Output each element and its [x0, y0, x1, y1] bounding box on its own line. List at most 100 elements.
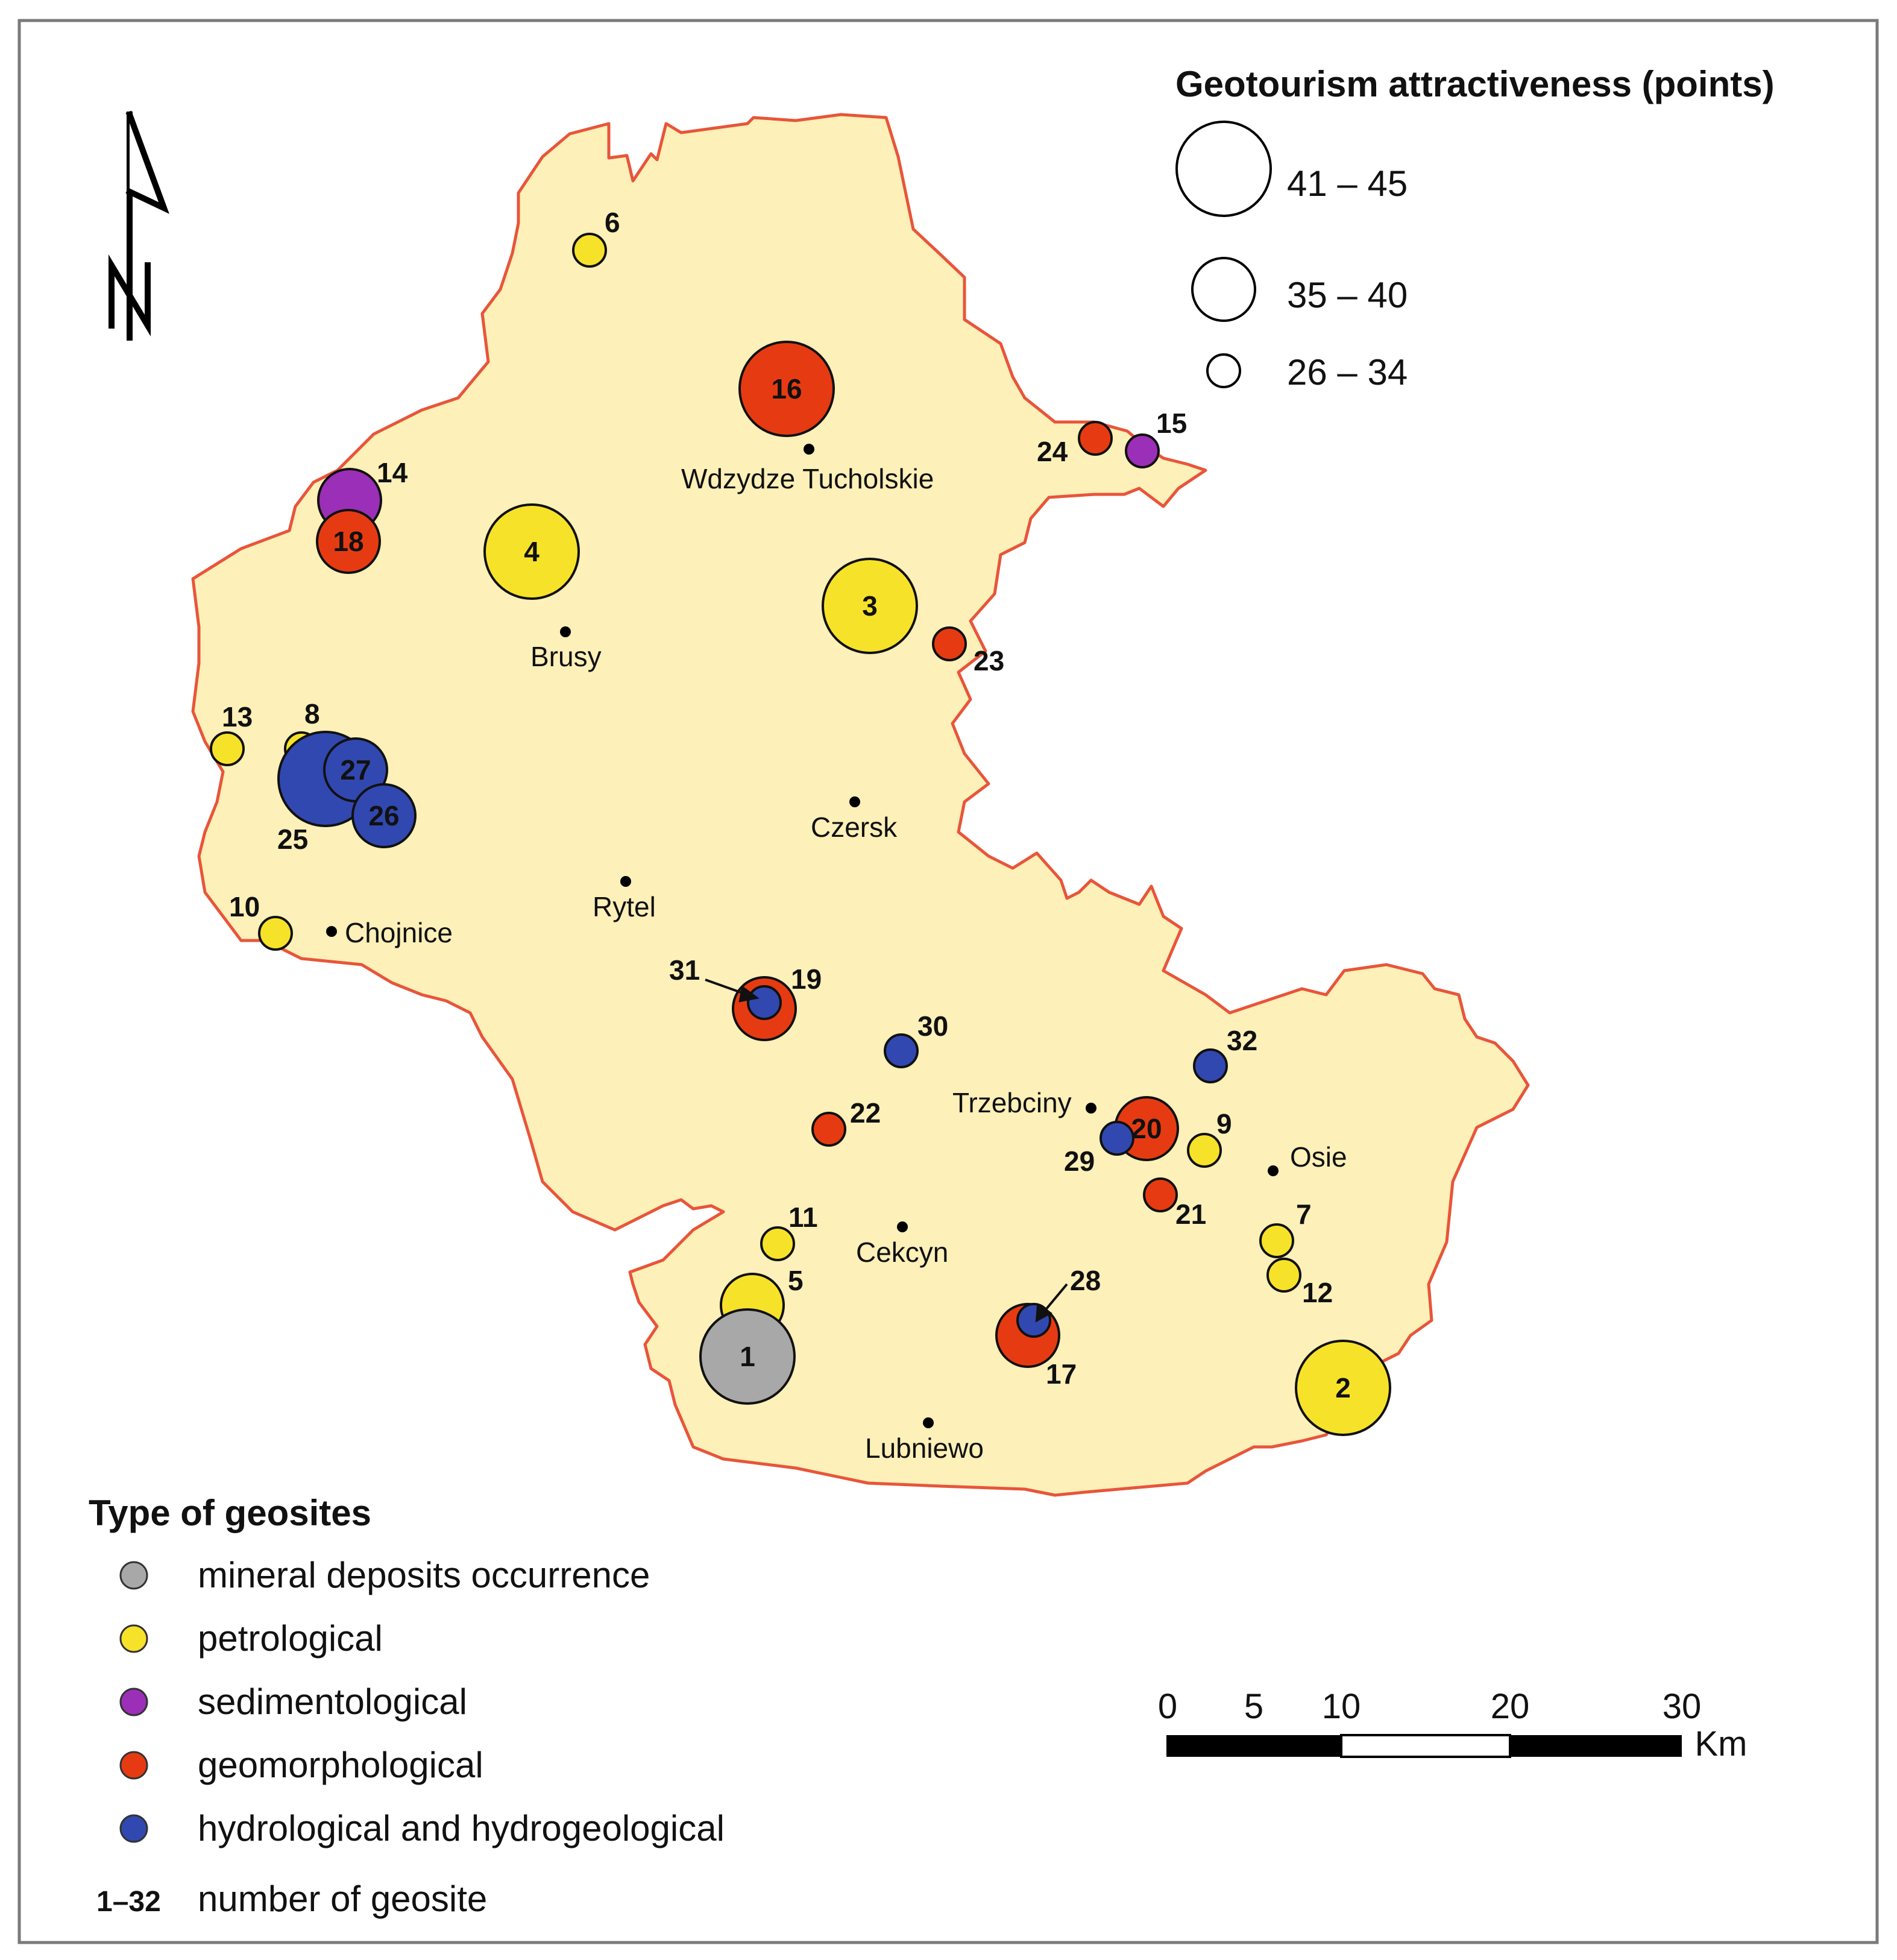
geosite-19-label: 19 — [791, 963, 822, 995]
geosite-10-label: 10 — [229, 891, 260, 922]
scale-tick-0: 0 — [1158, 1687, 1177, 1726]
legend-geomorphological-label: geomorphological — [198, 1745, 483, 1785]
geosite-23-marker — [932, 626, 967, 661]
geosite-23-label: 23 — [974, 645, 1004, 676]
town-dot — [1268, 1165, 1279, 1176]
town-label: Trzebciny — [952, 1087, 1072, 1118]
geosite-13-label: 13 — [222, 701, 253, 733]
scale-bar: 0 5 10 20 30 Km — [1158, 1687, 1748, 1763]
town-label: Brusy — [530, 641, 602, 672]
legend-hydrological-swatch — [119, 1814, 148, 1843]
legend-hydrological-label: hydrological and hydrogeological — [198, 1808, 725, 1848]
geosite-13-marker — [210, 731, 245, 766]
geosite-12-label: 12 — [1302, 1277, 1333, 1308]
geosite-24-label: 24 — [1037, 436, 1068, 467]
geosite-8-label: 8 — [304, 698, 320, 729]
geosite-32-marker — [1193, 1048, 1228, 1083]
town-label: Czersk — [811, 811, 898, 843]
geosite-7-marker — [1259, 1223, 1294, 1258]
geosite-17-label: 17 — [1046, 1358, 1077, 1390]
town-label: Cekcyn — [856, 1237, 948, 1268]
scale-tick-10: 10 — [1322, 1687, 1361, 1726]
size-legend-circle-medium — [1191, 257, 1256, 322]
geosite-4-marker — [483, 503, 580, 600]
geosite-21-label: 21 — [1175, 1199, 1206, 1230]
geosite-9-marker — [1187, 1133, 1222, 1168]
type-legend: Type of geosites mineral deposits occurr… — [89, 1493, 725, 1919]
leader-arrows — [705, 978, 1068, 1323]
town-label: Wdzydze Tucholskie — [681, 463, 934, 494]
town-label: Lubniewo — [865, 1432, 984, 1464]
town-dot — [849, 796, 860, 807]
geosite-10-marker — [258, 916, 293, 951]
size-legend-label-large: 41 – 45 — [1287, 163, 1408, 204]
scale-tick-20: 20 — [1491, 1687, 1530, 1726]
town-label: Osie — [1290, 1141, 1347, 1173]
geosite-26-marker — [351, 783, 417, 848]
geosite-15-label: 15 — [1156, 408, 1187, 439]
geosite-1-label: 1 — [740, 1341, 755, 1372]
scale-tick-30: 30 — [1663, 1687, 1702, 1726]
geosite-27-label: 27 — [340, 754, 371, 786]
geosite-26-label: 26 — [368, 800, 399, 831]
size-legend-title: Geotourism attractiveness (points) — [1175, 64, 1775, 104]
size-legend: Geotourism attractiveness (points) 41 – … — [1175, 64, 1775, 392]
geosite-25-label: 25 — [277, 824, 308, 855]
legend-mineral-swatch — [119, 1561, 148, 1590]
town-dot — [1086, 1103, 1096, 1114]
town-label: Chojnice — [345, 917, 453, 948]
town-dot — [560, 626, 571, 637]
geosite-22-marker — [811, 1112, 846, 1147]
geosite-15-marker — [1125, 433, 1160, 468]
geosite-2-label: 2 — [1335, 1372, 1351, 1404]
town-dot — [897, 1221, 908, 1232]
geosite-32-label: 32 — [1227, 1025, 1257, 1056]
legend-mineral-label: mineral deposits occurrence — [198, 1555, 650, 1595]
geosite-29-label: 29 — [1064, 1145, 1095, 1177]
geosite-21-marker — [1143, 1177, 1178, 1212]
geosite-1-marker — [699, 1308, 796, 1405]
legend-sedimentological-label: sedimentological — [198, 1681, 467, 1722]
size-legend-circle-small — [1206, 353, 1241, 388]
scale-tick-5: 5 — [1244, 1687, 1263, 1726]
towns-layer: Wdzydze Tucholskie Brusy Czersk Rytel Chojni… — [326, 444, 1347, 1464]
size-legend-label-small: 26 – 34 — [1287, 352, 1408, 392]
geosite-30-marker — [884, 1033, 919, 1068]
legend-sedimentological-swatch — [119, 1687, 148, 1716]
geosite-30-label: 30 — [917, 1010, 948, 1042]
town-dot — [923, 1417, 934, 1428]
geosite-16-marker — [738, 341, 835, 437]
town-dot — [620, 876, 631, 887]
geosite-12-marker — [1266, 1258, 1301, 1293]
legend-number-label: number of geosite — [198, 1879, 487, 1919]
geosite-2-marker — [1295, 1340, 1391, 1436]
geosite-18-marker — [316, 509, 381, 574]
geosite-20-label: 20 — [1131, 1113, 1162, 1144]
size-legend-circle-large — [1175, 121, 1272, 217]
geosite-6-marker — [572, 233, 607, 268]
geosite-31-marker — [747, 985, 782, 1020]
scale-unit: Km — [1695, 1724, 1748, 1763]
type-legend-title: Type of geosites — [89, 1493, 371, 1533]
town-label: Rytel — [593, 891, 656, 922]
geosite-3-marker — [822, 558, 918, 654]
geosite-11-label: 11 — [788, 1202, 818, 1233]
geosite-18-label: 18 — [333, 526, 363, 557]
geosite-11-marker — [760, 1226, 795, 1261]
geosite-31-label: 31 — [669, 954, 700, 986]
geosite-9-label: 9 — [1216, 1108, 1232, 1139]
geosite-16-label: 16 — [771, 373, 802, 405]
geosite-4-label: 4 — [524, 536, 540, 567]
geosite-7-label: 7 — [1296, 1199, 1312, 1230]
north-arrow-icon — [109, 110, 169, 341]
legend-number-key: 1–32 — [96, 1886, 161, 1918]
geosite-5-label: 5 — [788, 1265, 804, 1296]
town-dot — [326, 926, 337, 937]
geosite-3-label: 3 — [862, 590, 878, 622]
legend-petrological-label: petrological — [198, 1618, 383, 1659]
geosite-28-label: 28 — [1070, 1265, 1101, 1296]
town-dot — [804, 444, 814, 455]
legend-petrological-swatch — [119, 1624, 148, 1653]
